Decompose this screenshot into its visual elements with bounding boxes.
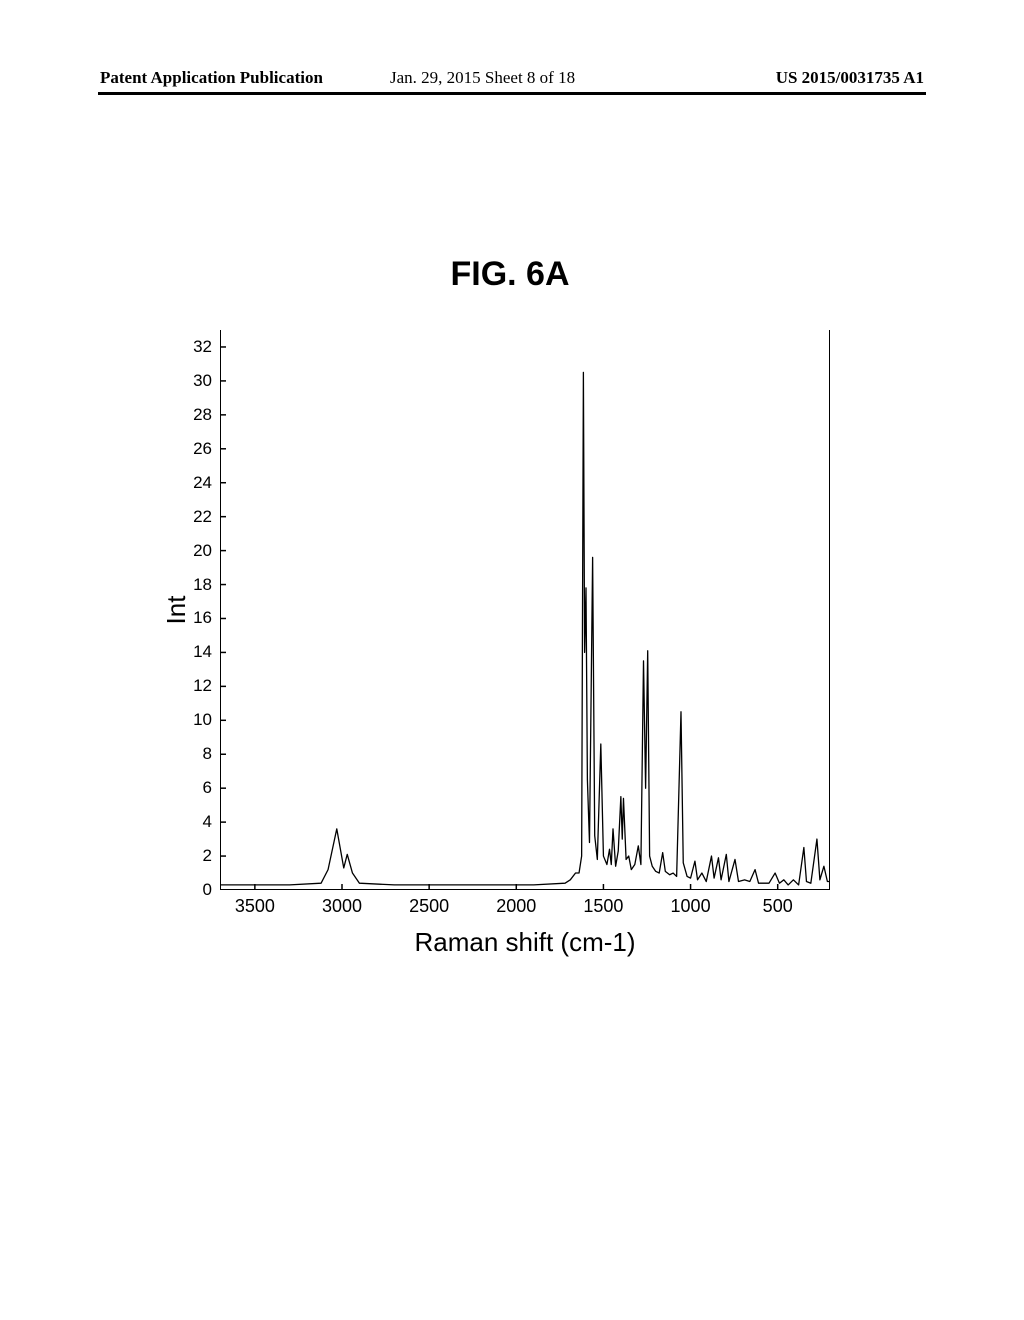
- x-axis-label: Raman shift (cm-1): [414, 927, 635, 958]
- y-tick-label: 18: [182, 575, 212, 595]
- y-tick-label: 0: [182, 880, 212, 900]
- y-tick-label: 14: [182, 642, 212, 662]
- y-tick-label: 2: [182, 846, 212, 866]
- x-tick-label: 500: [763, 896, 793, 917]
- y-tick-label: 8: [182, 744, 212, 764]
- y-tick-label: 22: [182, 507, 212, 527]
- y-tick-label: 10: [182, 710, 212, 730]
- figure-title: FIG. 6A: [450, 255, 569, 294]
- y-tick-label: 32: [182, 337, 212, 357]
- header-divider: [98, 92, 926, 95]
- y-tick-label: 28: [182, 405, 212, 425]
- x-tick-label: 2000: [496, 896, 536, 917]
- y-tick-label: 26: [182, 439, 212, 459]
- header-publication-type: Patent Application Publication: [100, 68, 323, 88]
- y-tick-label: 6: [182, 778, 212, 798]
- figure-container: FIG. 6A Int Raman shift (cm-1) 024681012…: [130, 190, 890, 1010]
- y-tick-label: 30: [182, 371, 212, 391]
- header-publication-number: US 2015/0031735 A1: [776, 68, 924, 88]
- raman-spectrum-chart: Int Raman shift (cm-1) 02468101214161820…: [220, 330, 830, 890]
- chart-plot-area: [220, 330, 830, 890]
- y-tick-label: 12: [182, 676, 212, 696]
- y-tick-label: 20: [182, 541, 212, 561]
- x-tick-label: 1500: [583, 896, 623, 917]
- y-tick-label: 4: [182, 812, 212, 832]
- x-tick-label: 3500: [235, 896, 275, 917]
- header-date-sheet: Jan. 29, 2015 Sheet 8 of 18: [390, 68, 575, 88]
- y-tick-label: 24: [182, 473, 212, 493]
- x-tick-label: 1000: [671, 896, 711, 917]
- x-tick-label: 2500: [409, 896, 449, 917]
- x-tick-label: 3000: [322, 896, 362, 917]
- y-tick-label: 16: [182, 608, 212, 628]
